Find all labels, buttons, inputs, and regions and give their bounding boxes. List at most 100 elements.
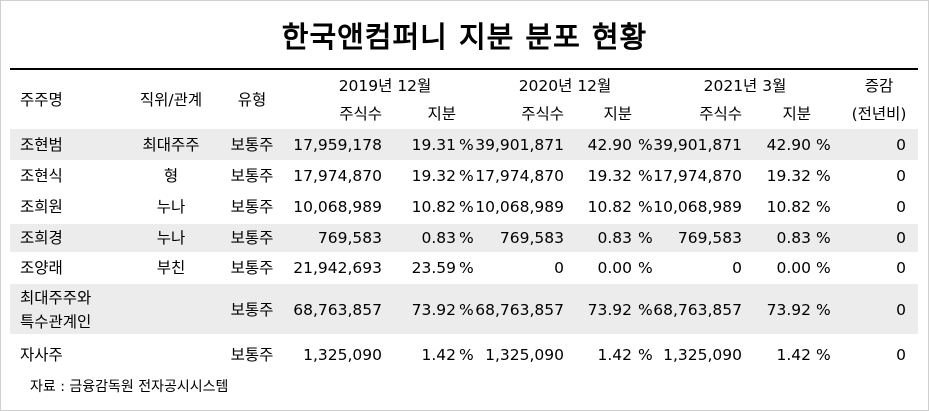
cell-type: 보통주 (230, 301, 274, 319)
cell-change: 0 (896, 229, 906, 247)
cell-type: 보통주 (230, 198, 274, 216)
cell-shares-2020: 17,974,870 (475, 167, 564, 185)
source-note: 자료 : 금융감독원 전자공시시스템 (30, 379, 229, 395)
cell-relation: 누나 (156, 229, 186, 247)
cell-stake-2020: 1.42 (597, 346, 632, 364)
cell-holder: 최대주주와 (20, 289, 92, 307)
cell-shares-2019: 1,325,090 (303, 346, 382, 364)
cell-stake-2021: 42.90 (766, 136, 811, 154)
cell-type: 보통주 (230, 229, 274, 247)
cell-change: 0 (896, 259, 906, 277)
cell-shares-2019: 769,583 (317, 229, 382, 247)
cell-shares-2021: 39,901,871 (653, 136, 742, 154)
cell-shares-2021: 0 (732, 259, 742, 277)
cell-pct-sign: % (638, 229, 653, 247)
header-top-rule (10, 68, 918, 70)
cell-shares-2021: 1,325,090 (663, 346, 742, 364)
cell-stake-2021: 0.00 (776, 259, 811, 277)
cell-pct-sign: % (816, 346, 831, 364)
header-stake-2020: 지분 (603, 105, 632, 123)
cell-pct-sign: % (459, 136, 474, 154)
header-stake-2019: 지분 (427, 105, 456, 123)
cell-pct-sign: % (638, 259, 653, 277)
cell-shares-2020: 0 (554, 259, 564, 277)
cell-pct-sign: % (459, 229, 474, 247)
cell-stake-2019: 1.42 (421, 346, 456, 364)
cell-pct-sign: % (638, 346, 653, 364)
cell-shares-2020: 10,068,989 (475, 198, 564, 216)
cell-stake-2019: 0.83 (421, 229, 456, 247)
row-band (10, 129, 918, 160)
cell-pct-sign: % (638, 301, 653, 319)
cell-pct-sign: % (816, 167, 831, 185)
cell-relation: 누나 (156, 198, 186, 216)
header-holder: 주주명 (20, 91, 63, 109)
cell-pct-sign: % (816, 229, 831, 247)
cell-relation: 최대주주 (142, 136, 200, 154)
cell-shares-2020: 1,325,090 (485, 346, 564, 364)
cell-shares-2019: 10,068,989 (293, 198, 382, 216)
cell-shares-2020: 68,763,857 (475, 301, 564, 319)
cell-type: 보통주 (230, 136, 274, 154)
cell-holder: 조현범 (20, 136, 63, 154)
cell-pct-sign: % (459, 301, 474, 319)
row-band (10, 284, 918, 334)
cell-shares-2021: 68,763,857 (653, 301, 742, 319)
cell-holder: 조희원 (20, 198, 63, 216)
cell-pct-sign: % (459, 198, 474, 216)
cell-holder: 자사주 (20, 346, 63, 364)
cell-holder-line2: 특수관계인 (20, 313, 92, 331)
header-period-2021: 2021년 3월 (703, 77, 787, 95)
row-band (10, 224, 918, 252)
cell-holder: 조희경 (20, 229, 63, 247)
cell-change: 0 (896, 198, 906, 216)
cell-shares-2019: 68,763,857 (293, 301, 382, 319)
cell-stake-2021: 0.83 (776, 229, 811, 247)
cell-pct-sign: % (816, 301, 831, 319)
cell-stake-2019: 19.32 (411, 167, 456, 185)
cell-pct-sign: % (638, 198, 653, 216)
cell-pct-sign: % (459, 346, 474, 364)
cell-stake-2019: 73.92 (411, 301, 456, 319)
header-type: 유형 (237, 91, 267, 109)
header-period-2019: 2019년 12월 (338, 77, 432, 95)
cell-shares-2020: 39,901,871 (475, 136, 564, 154)
header-change: 증감 (864, 77, 894, 95)
cell-shares-2019: 21,942,693 (293, 259, 382, 277)
cell-stake-2019: 19.31 (411, 136, 456, 154)
cell-pct-sign: % (638, 136, 653, 154)
cell-pct-sign: % (816, 136, 831, 154)
cell-type: 보통주 (230, 259, 274, 277)
cell-change: 0 (896, 167, 906, 185)
cell-stake-2020: 73.92 (587, 301, 632, 319)
cell-pct-sign: % (638, 167, 653, 185)
cell-pct-sign: % (459, 167, 474, 185)
cell-relation: 부친 (156, 259, 186, 277)
cell-stake-2019: 10.82 (411, 198, 456, 216)
page-title: 한국앤컴퍼니 지분 분포 현황 (281, 20, 648, 54)
cell-type: 보통주 (230, 346, 274, 364)
cell-relation: 형 (163, 167, 179, 185)
cell-stake-2020: 10.82 (587, 198, 632, 216)
cell-shares-2021: 17,974,870 (653, 167, 742, 185)
cell-holder: 조현식 (20, 167, 63, 185)
cell-stake-2021: 1.42 (776, 346, 811, 364)
header-stake-2021: 지분 (782, 105, 811, 123)
cell-stake-2021: 10.82 (766, 198, 811, 216)
cell-shares-2021: 769,583 (677, 229, 742, 247)
header-shares-2020: 주식수 (521, 105, 564, 123)
cell-pct-sign: % (459, 259, 474, 277)
cell-stake-2021: 73.92 (766, 301, 811, 319)
cell-pct-sign: % (816, 259, 831, 277)
cell-shares-2019: 17,974,870 (293, 167, 382, 185)
header-period-2020: 2020년 12월 (518, 77, 612, 95)
cell-shares-2021: 10,068,989 (653, 198, 742, 216)
header-change-sub: (전년비) (851, 105, 907, 123)
header-shares-2019: 주식수 (339, 105, 382, 123)
cell-stake-2020: 0.00 (597, 259, 632, 277)
header-shares-2021: 주식수 (699, 105, 742, 123)
cell-type: 보통주 (230, 167, 274, 185)
cell-shares-2019: 17,959,178 (293, 136, 382, 154)
cell-shares-2020: 769,583 (499, 229, 564, 247)
cell-stake-2020: 19.32 (587, 167, 632, 185)
